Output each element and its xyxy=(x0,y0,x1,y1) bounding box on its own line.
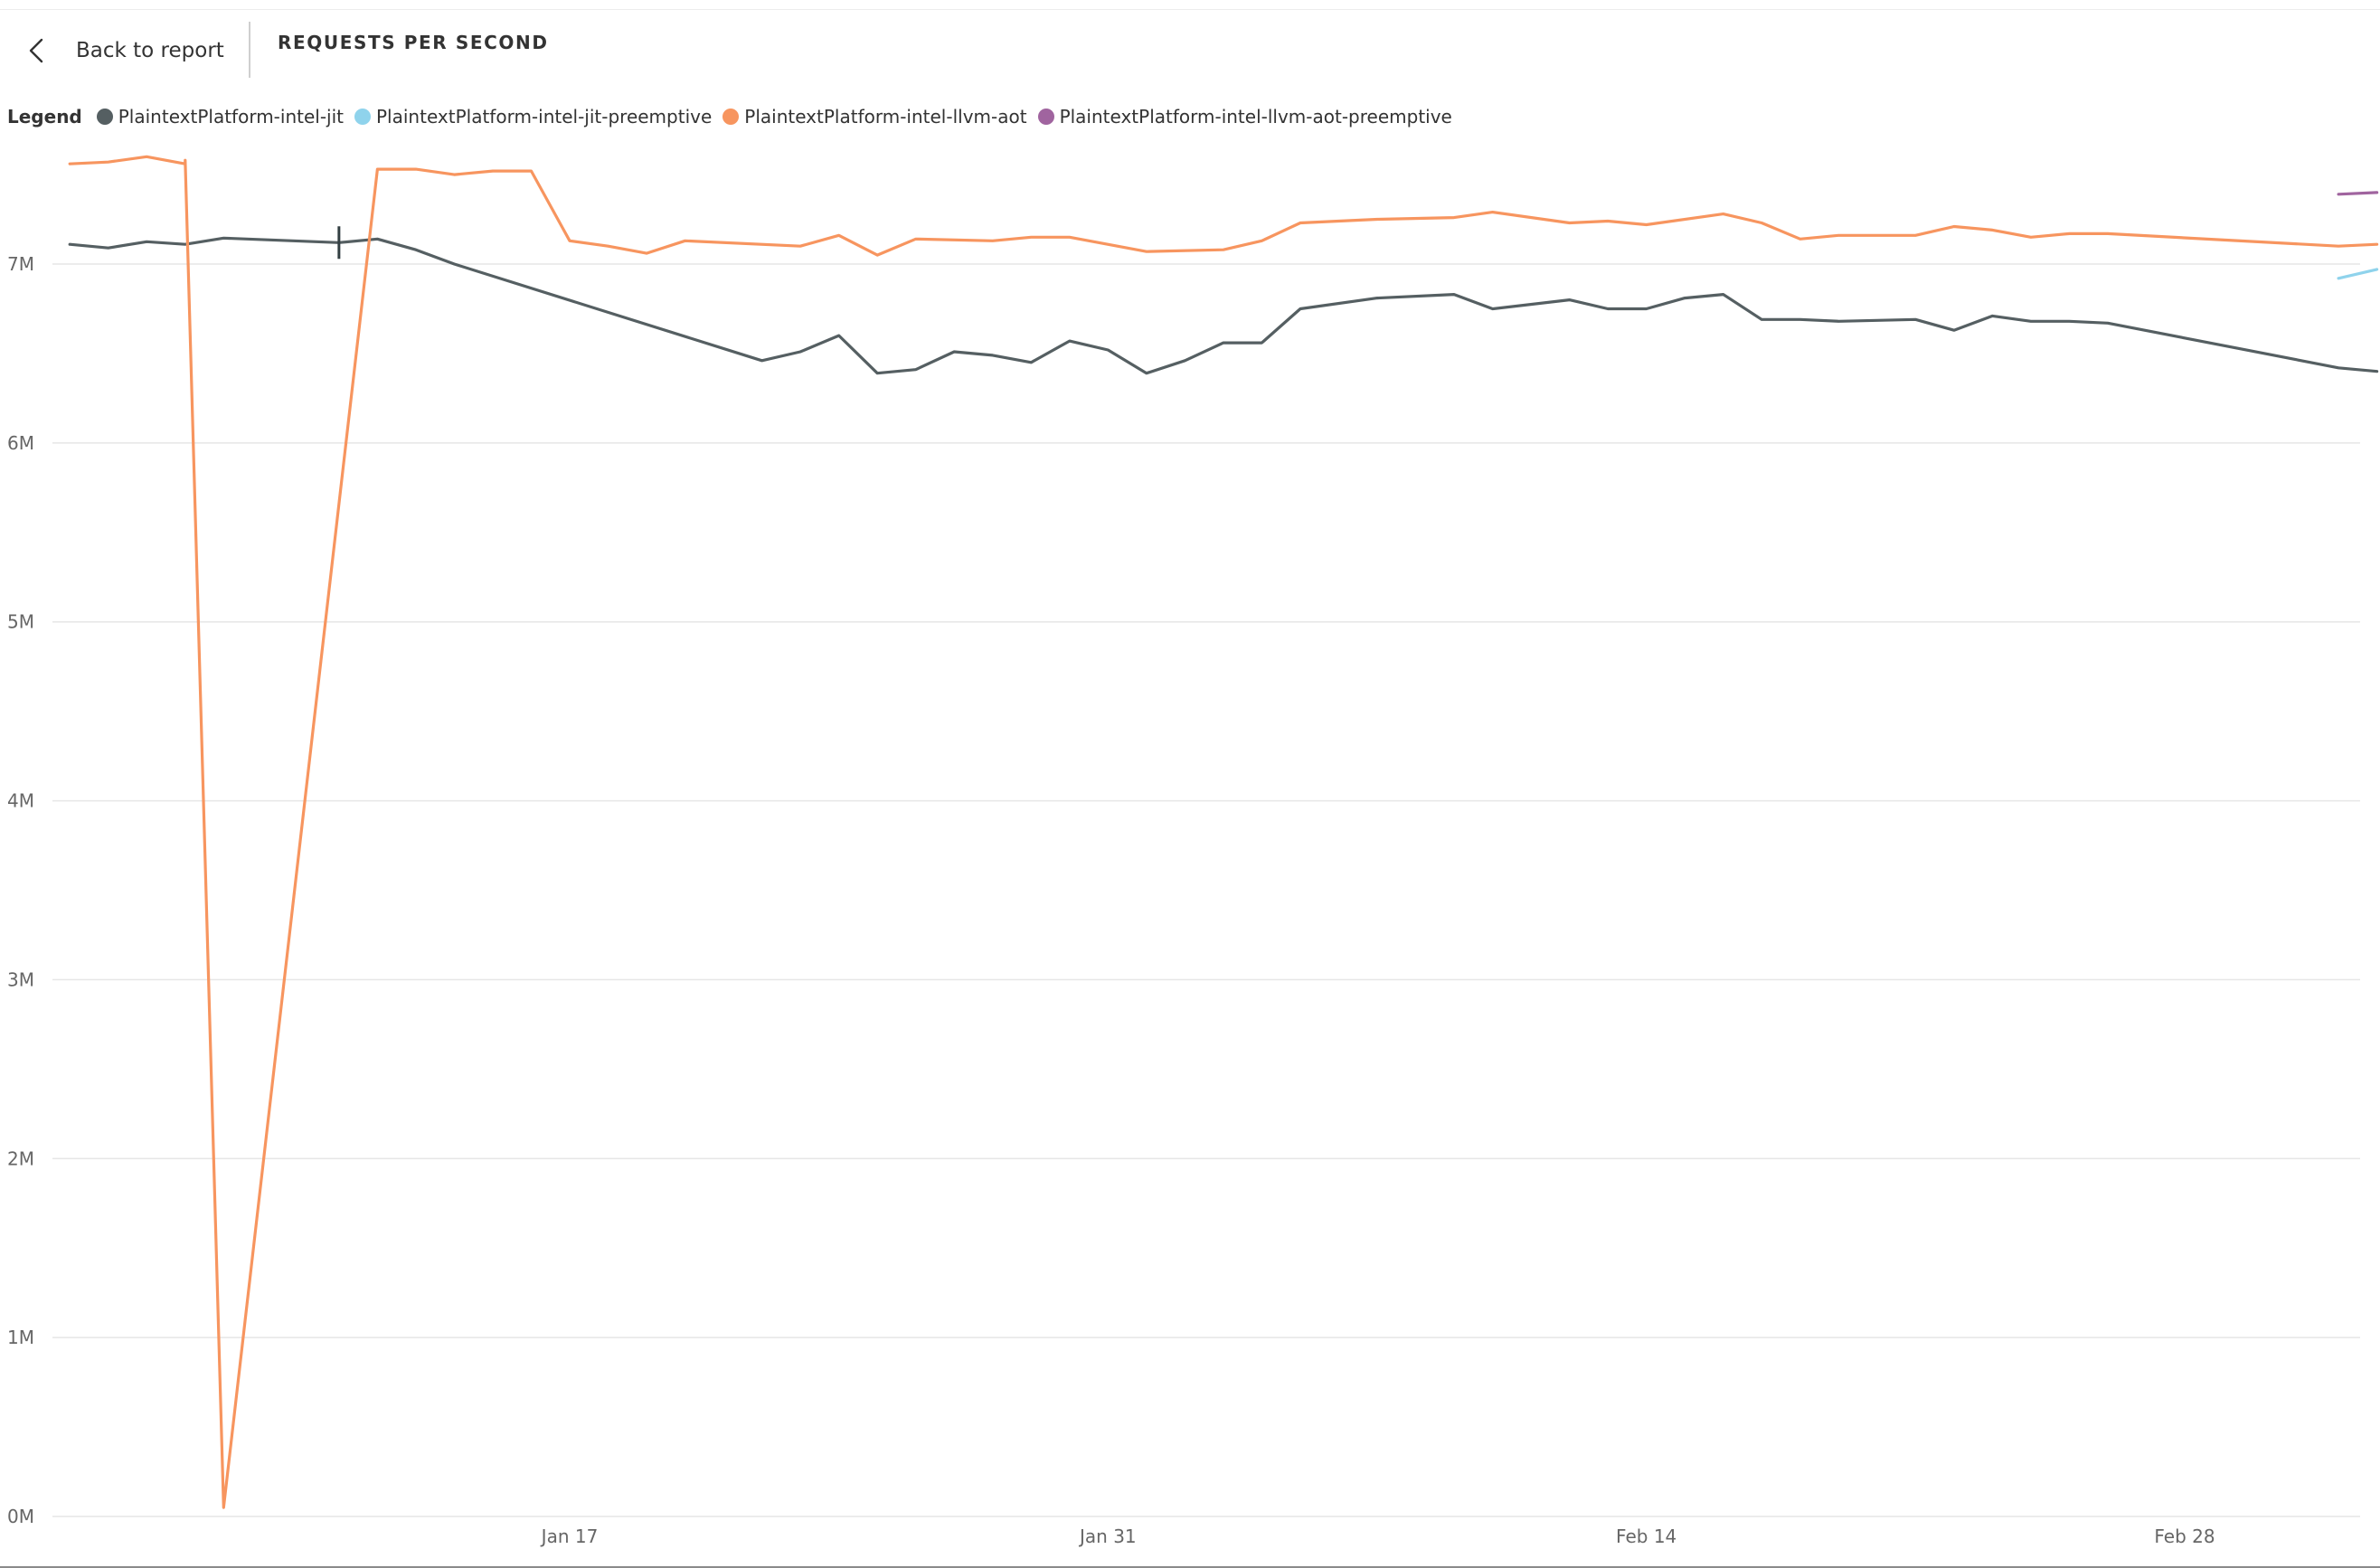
x-tick-label: Jan 17 xyxy=(540,1525,599,1547)
legend-item-jit-preemptive[interactable]: PlaintextPlatform-intel-jit-preemptive xyxy=(354,106,712,128)
y-tick-label: 3M xyxy=(7,968,34,990)
series-line-3[interactable] xyxy=(2337,191,2379,196)
legend-item-llvm-aot-preemptive[interactable]: PlaintextPlatform-intel-llvm-aot-preempt… xyxy=(1037,106,1452,128)
visual-title: REQUESTS PER SECOND xyxy=(278,32,549,53)
chevron-left-icon xyxy=(29,38,43,63)
y-tick-label: 4M xyxy=(7,790,34,812)
legend-marker xyxy=(96,109,113,125)
y-tick-label: 7M xyxy=(7,253,34,275)
x-tick-label: Feb 28 xyxy=(2154,1525,2215,1547)
chart-legend: Legend PlaintextPlatform-intel-jit Plain… xyxy=(7,103,1463,130)
series-line-1[interactable] xyxy=(2337,268,2379,280)
top-strip xyxy=(0,0,2380,10)
legend-marker xyxy=(722,109,740,125)
y-axis: 0M 1M 2M 3M 4M 5M 6M 7M xyxy=(7,253,34,1527)
legend-marker xyxy=(354,109,371,125)
y-tick-label: 1M xyxy=(7,1327,34,1348)
series-line-0[interactable] xyxy=(68,236,2379,375)
legend-label: PlaintextPlatform-intel-llvm-aot xyxy=(744,106,1027,128)
y-tick-label: 5M xyxy=(7,611,34,633)
series-line-2[interactable] xyxy=(68,155,2379,1509)
y-tick-label: 0M xyxy=(7,1506,34,1527)
back-to-report-button[interactable]: Back to report xyxy=(20,29,224,72)
focus-mode-header: Back to report REQUESTS PER SECOND xyxy=(0,16,2380,80)
gridlines xyxy=(52,263,2360,1517)
plot-area[interactable] xyxy=(68,155,2379,1509)
x-tick-label: Feb 14 xyxy=(1616,1525,1676,1547)
x-tick-label: Jan 31 xyxy=(1078,1525,1137,1547)
legend-label: PlaintextPlatform-intel-jit-preemptive xyxy=(376,106,713,128)
legend-title: Legend xyxy=(7,106,82,128)
legend-item-jit[interactable]: PlaintextPlatform-intel-jit xyxy=(96,106,344,128)
line-chart: 0M 1M 2M 3M 4M 5M 6M 7M Jan 17 Jan 31 Feb 14 Feb 2… xyxy=(0,155,2380,1568)
back-to-report-label: Back to report xyxy=(76,39,224,62)
x-axis: Jan 17 Jan 31 Feb 14 Feb 28 xyxy=(0,1525,2380,1568)
legend-marker xyxy=(1037,109,1054,125)
legend-label: PlaintextPlatform-intel-jit xyxy=(118,106,344,128)
header-divider xyxy=(249,22,250,78)
legend-label: PlaintextPlatform-intel-llvm-aot-preempt… xyxy=(1059,106,1452,128)
y-tick-label: 6M xyxy=(7,432,34,454)
y-tick-label: 2M xyxy=(7,1148,34,1169)
legend-item-llvm-aot[interactable]: PlaintextPlatform-intel-llvm-aot xyxy=(722,106,1027,128)
